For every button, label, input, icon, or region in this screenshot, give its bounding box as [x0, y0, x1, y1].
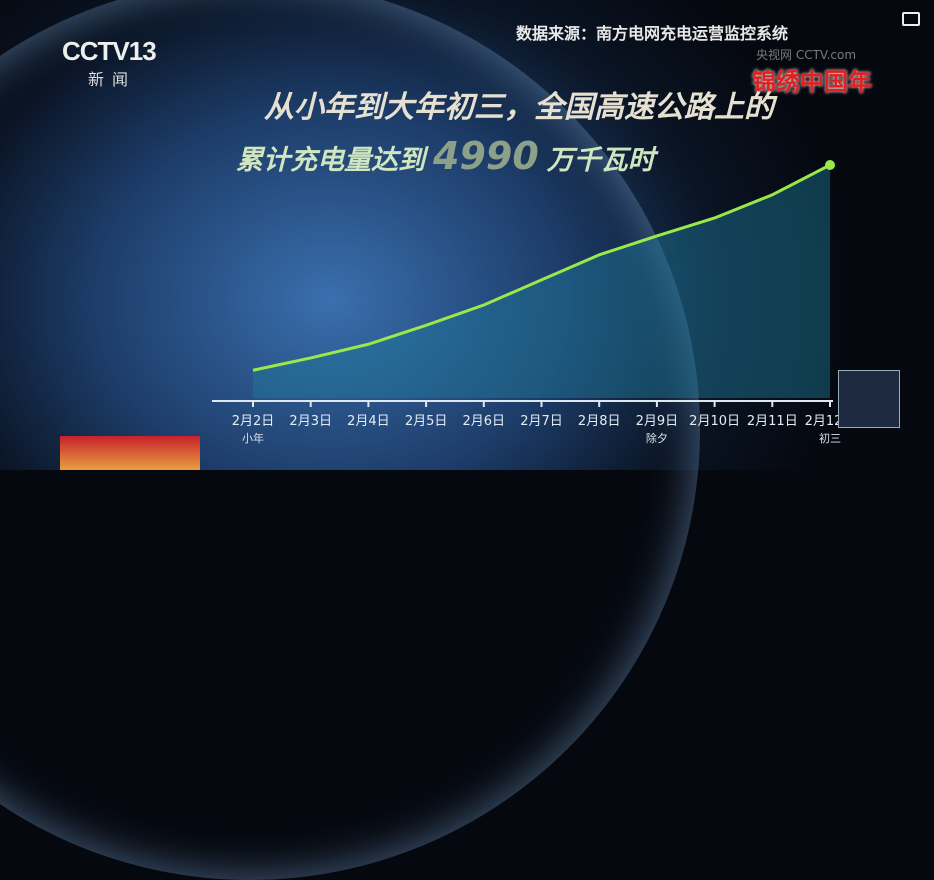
headline-line1: 从小年到大年初三，全国高速公路上的 — [264, 82, 774, 126]
channel-name: 新闻 — [88, 66, 136, 90]
x-sub-label: 初三 — [819, 431, 841, 445]
x-sub-label: 小年 — [242, 431, 264, 445]
picture-in-picture-icon[interactable] — [902, 12, 920, 26]
x-tick-label: 2月11日 — [747, 414, 798, 429]
festive-corner-banner — [60, 436, 200, 470]
x-tick-label: 2月5日 — [405, 414, 448, 429]
headline-value: 4990 — [433, 134, 539, 178]
x-tick-label: 2月9日 — [636, 414, 679, 429]
headline-prefix: 累计充电量达到 — [236, 145, 425, 176]
data-source: 数据来源：南方电网充电运营监控系统 — [516, 20, 788, 44]
x-tick-label: 2月4日 — [347, 414, 390, 429]
x-tick-label: 2月6日 — [463, 414, 506, 429]
x-tick-label: 2月3日 — [289, 414, 332, 429]
channel-logo: CCTV13 — [62, 36, 156, 67]
x-tick-label: 2月8日 — [578, 414, 621, 429]
x-sub-label: 除夕 — [646, 431, 668, 445]
headline-unit: 万千瓦时 — [547, 145, 655, 176]
x-tick-label: 2月2日 — [232, 414, 275, 429]
inset-map — [838, 370, 900, 428]
x-tick-label: 2月7日 — [520, 414, 563, 429]
watermark: 央视网 CCTV.com — [756, 46, 856, 63]
data-point — [825, 160, 835, 170]
x-tick-label: 2月10日 — [689, 414, 740, 429]
headline-line2: 累计充电量达到 4990 万千瓦时 — [236, 134, 655, 178]
